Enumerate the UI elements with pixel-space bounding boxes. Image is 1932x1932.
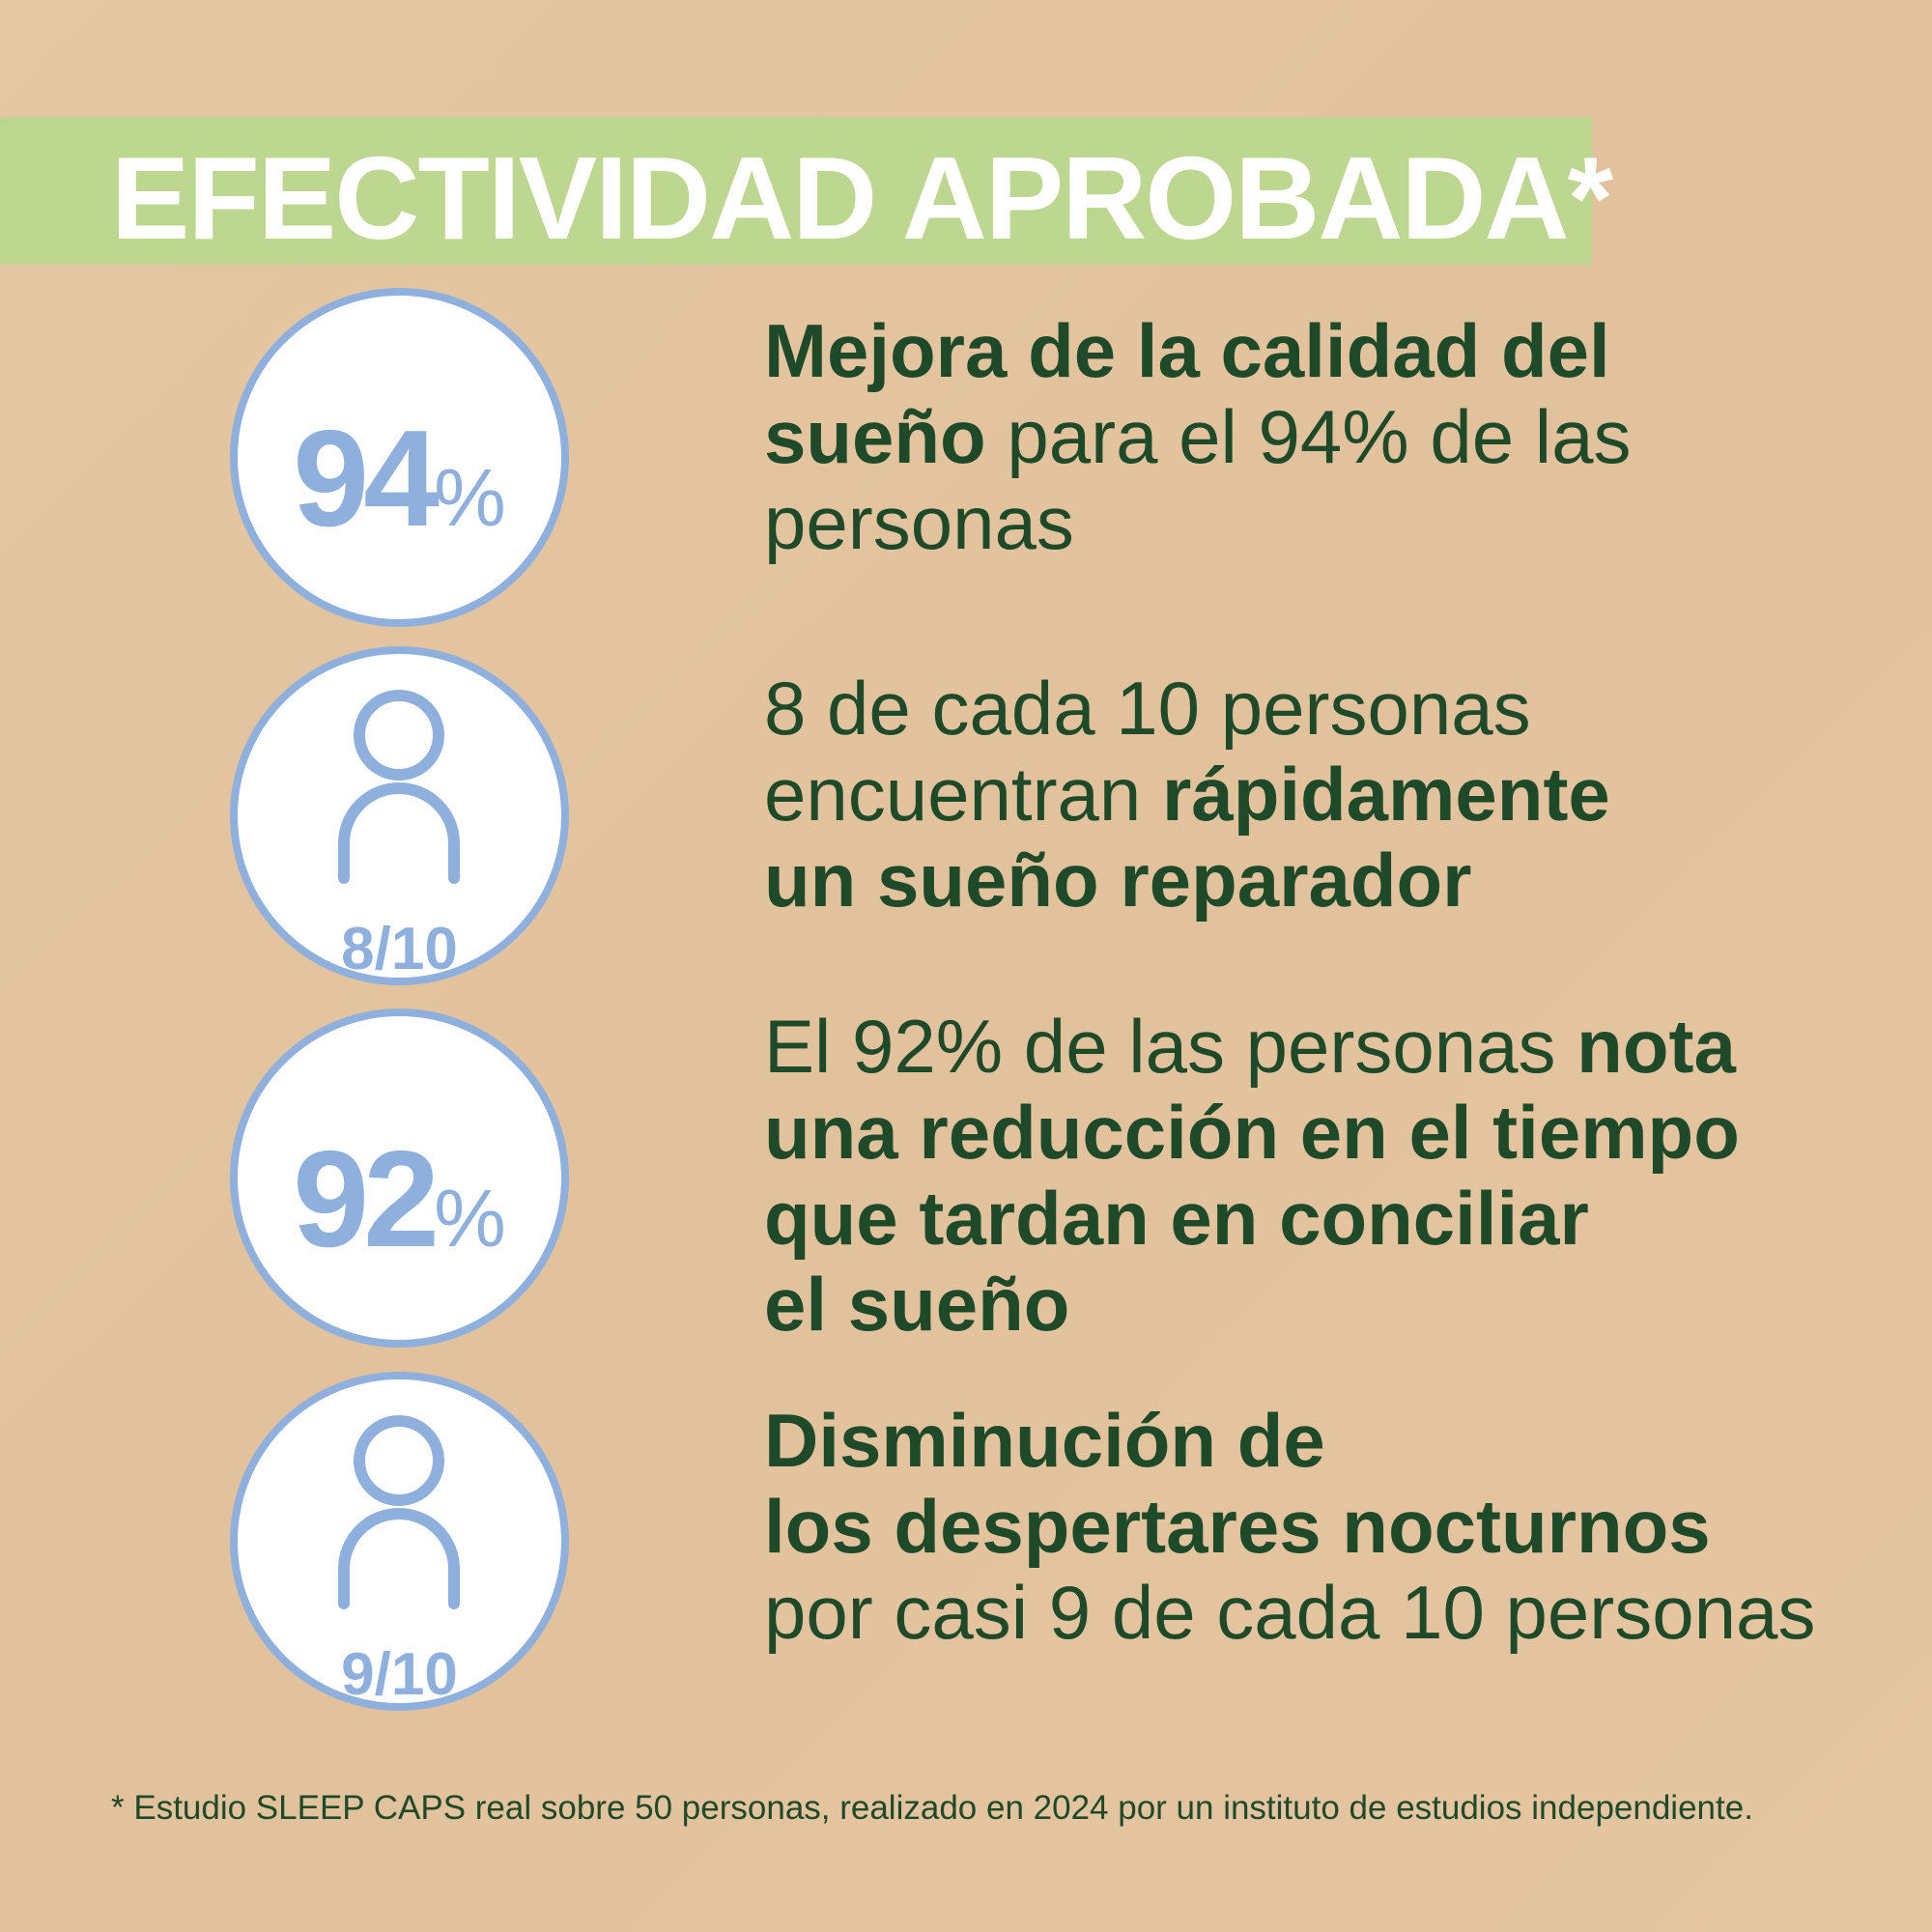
badge-fraction: 9/10 (341, 1641, 458, 1708)
person-icon (338, 1415, 460, 1609)
badge-value: 94% (238, 400, 561, 558)
text-regular: encuentran (764, 752, 1162, 837)
page-title: EFECTIVIDAD APROBADA* (111, 132, 1613, 264)
badge-8-of-10: 8/10 (230, 646, 569, 985)
text-bold: los despertares nocturnos (764, 1484, 1711, 1569)
badge-symbol: % (434, 1173, 506, 1264)
badge-number: 94 (293, 402, 440, 555)
stat-text-1: Mejora de la calidad del sueño para el 9… (764, 308, 1631, 566)
stat-line: Disminución de (764, 1398, 1815, 1484)
footnote: * Estudio SLEEP CAPS real sobre 50 perso… (111, 1789, 1753, 1827)
stat-line: el sueño (764, 1262, 1740, 1348)
title-band (0, 117, 1592, 265)
stat-line: los despertares nocturnos (764, 1484, 1815, 1570)
stat-line: encuentran rápidamente (764, 752, 1610, 838)
text-regular: por casi 9 de cada 10 personas (764, 1570, 1816, 1655)
stat-line: un sueño reparador (764, 838, 1610, 923)
person-icon (338, 690, 460, 884)
stat-line: que tardan en conciliar (764, 1176, 1740, 1262)
stat-text-4: Disminución de los despertares nocturnos… (764, 1398, 1815, 1656)
text-bold: sueño (764, 394, 986, 479)
stat-line: por casi 9 de cada 10 personas (764, 1570, 1815, 1656)
stat-text-2: 8 de cada 10 personas encuentran rápidam… (764, 666, 1610, 923)
badge-92-percent: 92% (230, 1009, 569, 1348)
stat-line: personas (764, 480, 1631, 566)
badge-94-percent: 94% (230, 288, 569, 627)
stat-line: Mejora de la calidad del (764, 308, 1631, 394)
text-bold: un sueño reparador (764, 838, 1472, 923)
text-bold: Mejora de la calidad del (764, 308, 1610, 393)
stat-text-3: El 92% de las personas nota una reducció… (764, 1004, 1740, 1348)
text-bold: Disminución de (764, 1398, 1325, 1483)
text-bold: que tardan en conciliar (764, 1176, 1589, 1261)
stat-line: sueño para el 94% de las (764, 394, 1631, 480)
text-bold: rápidamente (1161, 752, 1610, 837)
stat-line: El 92% de las personas nota (764, 1004, 1740, 1090)
stat-line: 8 de cada 10 personas (764, 666, 1610, 752)
stat-line: una reducción en el tiempo (764, 1090, 1740, 1176)
text-regular: El 92% de las personas (764, 1004, 1577, 1089)
text-bold: el sueño (764, 1262, 1070, 1347)
badge-value: 92% (238, 1121, 561, 1279)
badge-number: 92 (293, 1122, 440, 1276)
badge-9-of-10: 9/10 (230, 1372, 569, 1711)
text-bold: nota (1577, 1004, 1736, 1089)
badge-fraction: 8/10 (341, 916, 458, 982)
badge-symbol: % (434, 452, 506, 543)
text-regular: 8 de cada 10 personas (764, 666, 1531, 751)
text-bold: una reducción en el tiempo (764, 1090, 1740, 1175)
text-regular: personas (764, 480, 1074, 565)
text-regular: para el 94% de las (985, 394, 1632, 479)
